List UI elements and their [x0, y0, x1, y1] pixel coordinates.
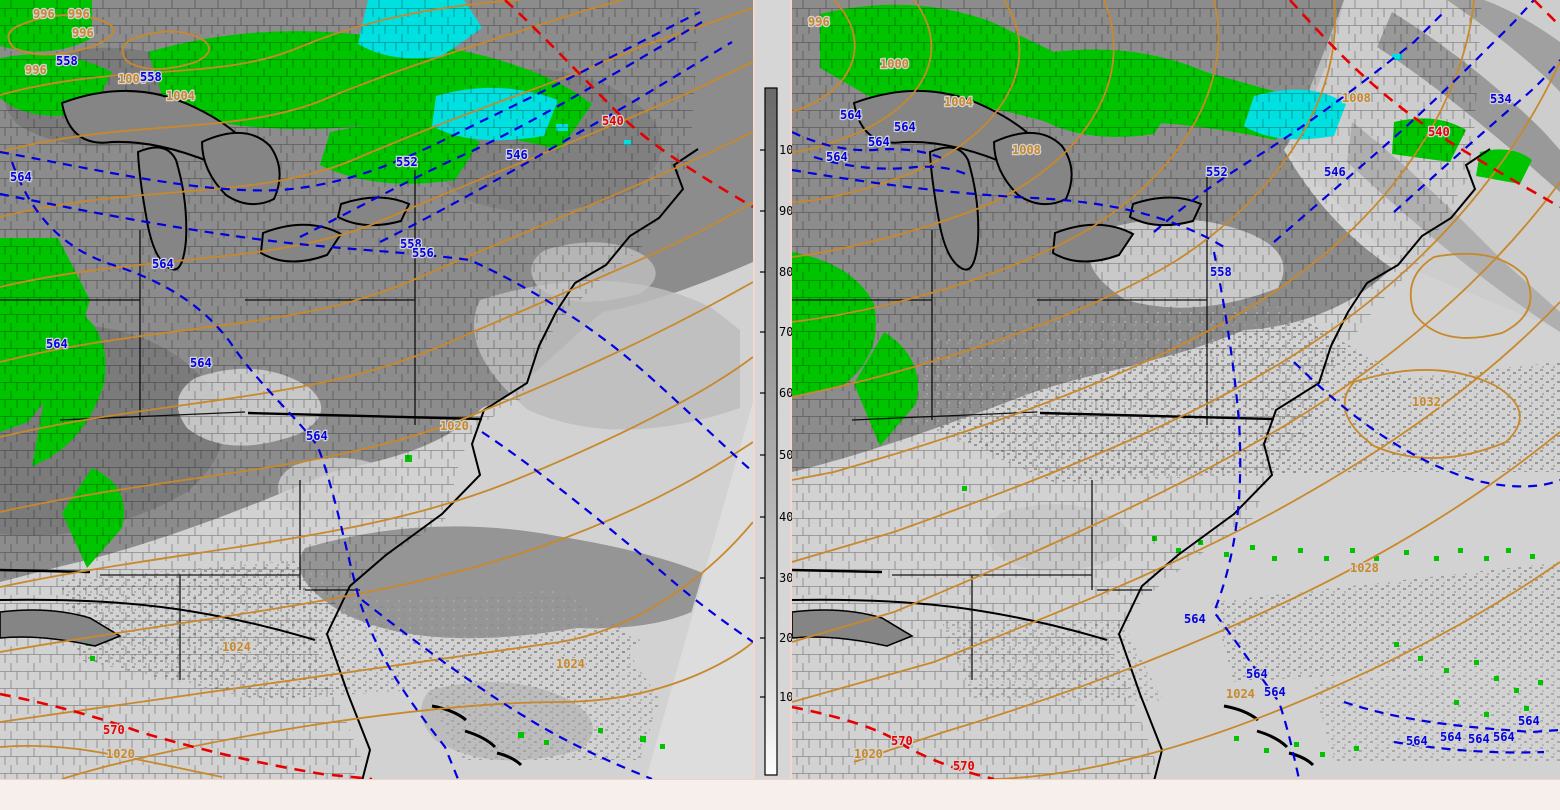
svg-text:558: 558 [140, 70, 162, 84]
critical-thickness-contours [792, 0, 1560, 779]
arw-caption: 4km ARW CLOUD FRACTION / PTYPE SUN 26041… [873, 782, 1433, 810]
great-lakes [852, 90, 1203, 271]
mslp-contours [792, 0, 1560, 779]
atlantic-coastline [1117, 148, 1491, 779]
svg-text:564: 564 [190, 356, 212, 370]
svg-text:1004: 1004 [166, 89, 195, 103]
svg-text:564: 564 [1518, 714, 1540, 728]
svg-text:540: 540 [1428, 125, 1450, 139]
svg-text:996: 996 [72, 26, 94, 40]
critical-thickness-contours [0, 0, 753, 779]
thickness-contours [792, 0, 1560, 779]
svg-text:564: 564 [1184, 612, 1206, 626]
svg-text:564: 564 [894, 120, 916, 134]
svg-text:564: 564 [1264, 685, 1286, 699]
svg-text:1000: 1000 [880, 57, 909, 71]
gulf-coastline [792, 598, 1108, 641]
svg-text:564: 564 [826, 150, 848, 164]
svg-text:1028: 1028 [1350, 561, 1379, 575]
svg-text:570: 570 [953, 759, 975, 773]
arw-map-image: 996 1000 1004 1008 1008 1032 1028 1024 1020 534 54… [792, 0, 1560, 779]
svg-text:558: 558 [400, 237, 422, 251]
svg-text:1008: 1008 [1012, 143, 1041, 157]
arw-map-panel: 996 1000 1004 1008 1008 1032 1028 1024 1020 534 54… [792, 0, 1560, 779]
svg-text:564: 564 [10, 170, 32, 184]
nmm-map-panel: 996 996 996 996 1000 1004 1020 1024 1024 1020 558 5… [0, 0, 753, 779]
gulf-coastline [0, 598, 316, 641]
nmm-caption: 4km NMM CLOUD FRACTION / PTYPE SUN 26041… [77, 782, 637, 810]
svg-text:996: 996 [808, 15, 830, 29]
svg-text:564: 564 [1440, 730, 1462, 744]
svg-text:996: 996 [68, 7, 90, 21]
svg-text:540: 540 [602, 114, 624, 128]
svg-text:564: 564 [840, 108, 862, 122]
svg-text:552: 552 [1206, 165, 1228, 179]
svg-text:1020: 1020 [440, 419, 469, 433]
svg-text:570: 570 [891, 734, 913, 748]
atlantic-coastline [325, 148, 699, 779]
svg-text:1020: 1020 [106, 747, 135, 761]
svg-text:996: 996 [33, 7, 55, 21]
svg-text:1024: 1024 [1226, 687, 1255, 701]
contour-labels: 996 1000 1004 1008 1008 1032 1028 1024 1020 534 54… [807, 14, 1541, 775]
svg-text:558: 558 [56, 54, 78, 68]
mslp-contours [0, 0, 753, 779]
svg-text:552: 552 [396, 155, 418, 169]
svg-text:564: 564 [1493, 730, 1515, 744]
geography [792, 90, 1491, 779]
svg-text:1032: 1032 [1412, 395, 1441, 409]
svg-text:558: 558 [1210, 265, 1232, 279]
svg-text:996: 996 [25, 63, 47, 77]
svg-text:1024: 1024 [222, 640, 251, 654]
svg-text:564: 564 [152, 257, 174, 271]
svg-text:564: 564 [306, 429, 328, 443]
svg-text:1000: 1000 [118, 72, 147, 86]
svg-text:546: 546 [506, 148, 528, 162]
thickness-contours [0, 11, 753, 779]
geography [0, 90, 699, 779]
svg-text:564: 564 [1468, 732, 1490, 746]
svg-text:1024: 1024 [556, 657, 585, 671]
contour-labels: 996 9969969961000100410201024102410205585… [9, 6, 625, 763]
svg-text:570: 570 [103, 723, 125, 737]
great-lakes [60, 90, 411, 271]
panel-divider [753, 0, 792, 779]
svg-text:564: 564 [46, 337, 68, 351]
svg-text:556: 556 [412, 246, 434, 260]
svg-text:1020: 1020 [854, 747, 883, 761]
svg-text:564: 564 [1246, 667, 1268, 681]
caption-strip: 4km NMM CLOUD FRACTION / PTYPE SUN 26041… [0, 779, 1560, 810]
svg-text:1004: 1004 [944, 95, 973, 109]
islands [431, 704, 523, 767]
svg-text:564: 564 [868, 135, 890, 149]
svg-text:564: 564 [1406, 734, 1428, 748]
svg-text:1008: 1008 [1342, 91, 1371, 105]
svg-text:546: 546 [1324, 165, 1346, 179]
nmm-map-image: 996 9969969961000100410201024102410205585… [0, 0, 753, 779]
svg-text:534: 534 [1490, 92, 1512, 106]
